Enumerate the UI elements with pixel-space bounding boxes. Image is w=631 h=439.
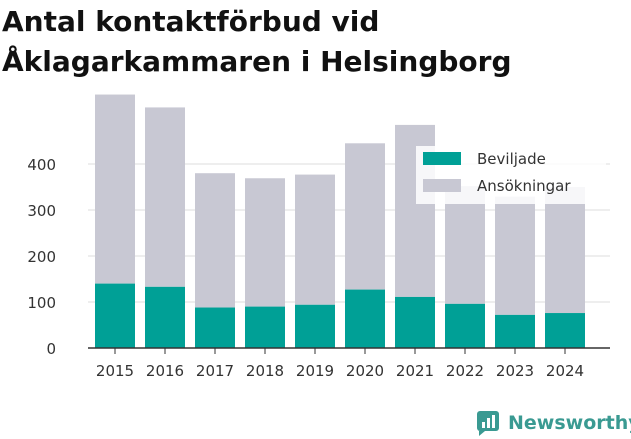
brand-logo: Newsworthy [476, 407, 631, 439]
bar-ansokningar-2016 [145, 107, 185, 287]
x-tick-label: 2023 [496, 362, 534, 380]
bar-beviljade-2020 [345, 289, 385, 348]
bar-ansokningar-2018 [245, 178, 285, 307]
chart-title-line-2: Åklagarkammaren i Helsingborg [2, 45, 512, 78]
bar-ansokningar-2017 [195, 173, 235, 308]
x-tick-label: 2020 [346, 362, 384, 380]
bar-ansokningar-2020 [345, 143, 385, 290]
y-tick-label: 100 [27, 294, 56, 312]
x-tick-label: 2017 [196, 362, 234, 380]
x-tick-label: 2016 [146, 362, 184, 380]
bar-beviljade-2021 [395, 296, 435, 348]
x-tick-label: 2022 [446, 362, 484, 380]
legend-swatch-beviljade [423, 152, 461, 165]
y-tick-label: 0 [46, 340, 56, 358]
bar-ansokningar-2023 [495, 196, 535, 315]
bar-beviljade-2019 [295, 304, 335, 348]
y-tick-label: 300 [27, 202, 56, 220]
x-tick-label: 2018 [246, 362, 284, 380]
x-tick-label: 2019 [296, 362, 334, 380]
bar-beviljade-2017 [195, 307, 235, 348]
legend-swatch-ansokningar [423, 179, 461, 192]
y-tick-label: 200 [27, 248, 56, 266]
bar-beviljade-2016 [145, 286, 185, 348]
newsworthy-logo-icon [477, 411, 499, 436]
bar-ansokningar-2022 [445, 186, 485, 304]
x-tick-label: 2015 [96, 362, 134, 380]
chart-title: Antal kontaktförbud vid Åklagarkammaren … [2, 2, 512, 82]
bar-beviljade-2024 [545, 313, 585, 348]
bar-beviljade-2023 [495, 314, 535, 348]
brand-name: Newsworthy [508, 412, 631, 434]
legend-label: Ansökningar [477, 177, 571, 195]
chart-title-line-1: Antal kontaktförbud vid [2, 5, 380, 38]
bar-ansokningar-2019 [295, 174, 335, 305]
bar-ansokningar-2015 [95, 94, 135, 284]
bar-beviljade-2015 [95, 283, 135, 348]
x-tick-label: 2021 [396, 362, 434, 380]
bar-beviljade-2018 [245, 306, 285, 348]
bar-beviljade-2022 [445, 303, 485, 348]
x-tick-label: 2024 [546, 362, 584, 380]
legend-label: Beviljade [477, 150, 546, 168]
y-tick-label: 400 [27, 156, 56, 174]
bar-ansokningar-2024 [545, 187, 585, 314]
